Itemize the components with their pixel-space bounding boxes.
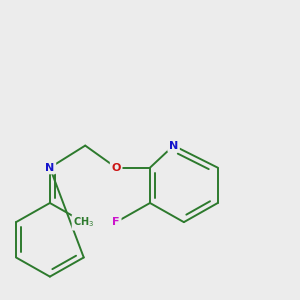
Text: O: O [112, 163, 121, 173]
Text: F: F [112, 217, 120, 227]
Text: CH$_3$: CH$_3$ [73, 215, 94, 229]
Text: N: N [45, 163, 55, 173]
Text: N: N [169, 141, 178, 151]
